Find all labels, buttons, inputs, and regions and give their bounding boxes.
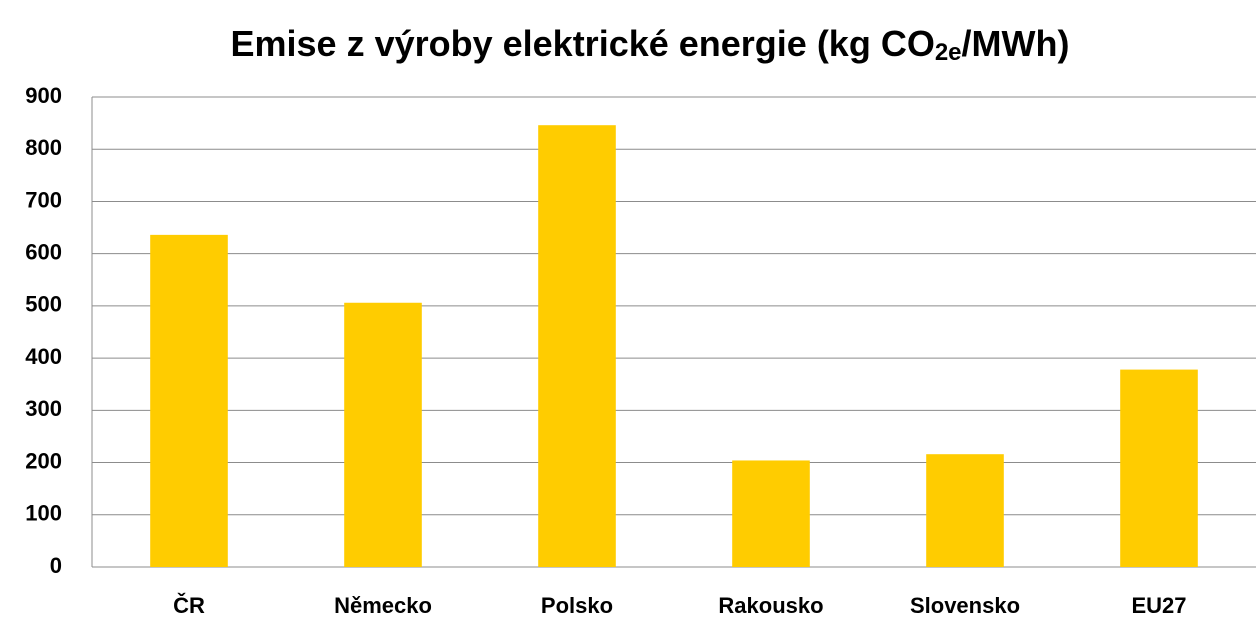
chart-title: Emise z výroby elektrické energie (kg CO… [231,23,1070,67]
bar [344,302,422,567]
title-part: Emise z výroby elektrické energie (kg CO [231,23,935,64]
x-tick-label: EU27 [1131,593,1186,618]
x-tick-label: Slovensko [910,593,1020,618]
title-subscript: 2e [935,39,962,66]
y-tick-label: 600 [25,239,62,264]
y-tick-label: 500 [25,292,62,317]
y-tick-label: 400 [25,344,62,369]
bar [538,125,616,567]
y-tick-label: 800 [25,135,62,160]
bar [1120,369,1198,567]
bar [150,234,228,567]
y-tick-label: 100 [25,501,62,526]
x-tick-label: Rakousko [718,593,823,618]
y-tick-label: 200 [25,448,62,473]
title-part: /MWh) [962,23,1070,64]
y-tick-label: 900 [25,83,62,108]
y-tick-label: 0 [50,553,62,578]
x-tick-label: Polsko [541,593,613,618]
y-tick-label: 700 [25,187,62,212]
bar [926,454,1004,567]
x-tick-label: ČR [173,593,205,618]
x-tick-label: Německo [334,593,432,618]
y-tick-label: 300 [25,396,62,421]
bar [732,460,810,567]
